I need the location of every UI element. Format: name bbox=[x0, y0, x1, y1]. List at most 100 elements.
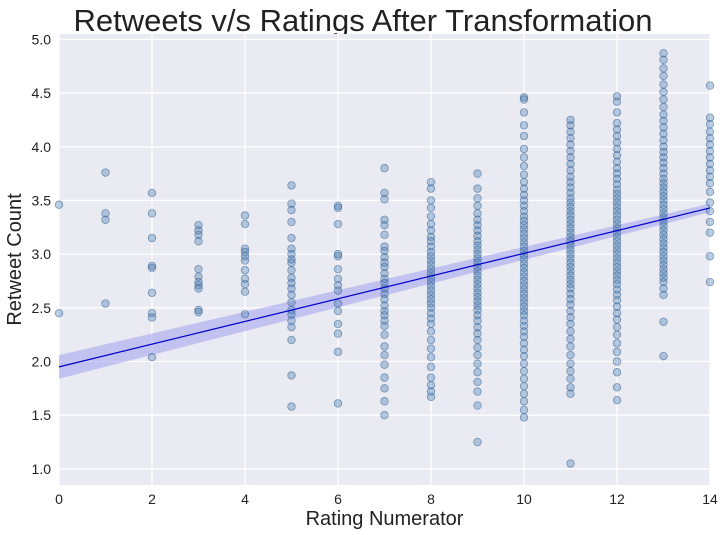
data-point bbox=[519, 382, 529, 391]
data-point bbox=[566, 374, 575, 383]
x-tick-label: 2 bbox=[148, 491, 156, 507]
data-point bbox=[194, 305, 203, 315]
data-point bbox=[380, 384, 389, 393]
y-tick-label: 4.5 bbox=[32, 85, 52, 101]
data-point bbox=[566, 327, 575, 336]
data-point bbox=[473, 267, 482, 276]
y-tick-label: 1.0 bbox=[32, 461, 52, 477]
y-tick-label: 1.5 bbox=[32, 407, 52, 423]
x-tick-label: 14 bbox=[702, 491, 718, 507]
data-point bbox=[659, 196, 668, 205]
data-point bbox=[473, 169, 482, 178]
data-point bbox=[705, 252, 715, 261]
data-point bbox=[473, 322, 482, 332]
data-point bbox=[519, 345, 529, 354]
data-point bbox=[473, 297, 482, 306]
data-point bbox=[333, 329, 343, 338]
data-point bbox=[659, 55, 668, 64]
data-point bbox=[380, 350, 389, 360]
data-point bbox=[566, 459, 575, 468]
data-point bbox=[147, 353, 157, 362]
data-point bbox=[473, 271, 482, 280]
x-tick-label: 8 bbox=[427, 491, 435, 507]
data-point bbox=[566, 159, 575, 169]
data-point bbox=[426, 177, 436, 187]
data-point bbox=[194, 281, 203, 290]
data-point bbox=[333, 319, 343, 329]
data-point bbox=[566, 254, 575, 263]
data-point bbox=[659, 273, 668, 282]
data-point bbox=[566, 153, 575, 162]
data-point bbox=[566, 300, 575, 309]
data-point bbox=[612, 308, 622, 318]
x-tick-label: 6 bbox=[334, 491, 342, 507]
data-point bbox=[566, 215, 575, 224]
data-point bbox=[566, 198, 575, 207]
data-point bbox=[519, 121, 529, 130]
data-point bbox=[101, 209, 110, 218]
data-point bbox=[519, 153, 529, 162]
data-point bbox=[240, 247, 250, 257]
data-point bbox=[659, 222, 668, 231]
data-point bbox=[566, 383, 575, 392]
data-point bbox=[473, 387, 482, 396]
data-point bbox=[705, 277, 715, 287]
data-point bbox=[519, 242, 529, 251]
y-tick-label: 4.0 bbox=[32, 139, 52, 155]
data-point bbox=[612, 125, 622, 134]
data-point bbox=[519, 108, 529, 117]
data-point bbox=[519, 238, 529, 247]
data-point bbox=[612, 237, 622, 246]
data-point bbox=[519, 306, 529, 316]
data-point bbox=[194, 237, 203, 246]
data-point bbox=[380, 195, 389, 204]
data-point bbox=[659, 87, 668, 97]
data-point bbox=[333, 201, 343, 211]
data-point bbox=[473, 359, 482, 368]
data-point bbox=[519, 93, 529, 102]
data-point bbox=[659, 80, 668, 89]
data-point bbox=[705, 172, 715, 182]
data-point bbox=[519, 229, 529, 238]
data-point bbox=[705, 179, 715, 188]
data-point bbox=[659, 174, 668, 184]
data-point bbox=[612, 262, 622, 272]
data-point bbox=[380, 188, 389, 198]
data-point bbox=[659, 256, 668, 265]
data-point bbox=[287, 205, 296, 215]
data-point bbox=[659, 49, 668, 58]
data-point bbox=[612, 383, 622, 392]
data-point bbox=[380, 373, 389, 382]
data-point bbox=[240, 266, 250, 275]
data-point bbox=[612, 202, 622, 212]
data-point bbox=[566, 245, 575, 255]
data-point bbox=[612, 211, 622, 220]
data-point bbox=[287, 233, 296, 243]
data-point bbox=[566, 206, 575, 216]
data-point bbox=[566, 342, 575, 351]
data-point bbox=[426, 295, 436, 304]
data-point bbox=[287, 199, 296, 208]
data-point bbox=[333, 299, 343, 308]
data-point bbox=[426, 264, 436, 274]
data-point bbox=[519, 351, 529, 361]
data-point bbox=[705, 146, 715, 156]
data-point bbox=[426, 319, 436, 329]
data-point bbox=[147, 313, 157, 322]
data-point bbox=[473, 292, 482, 302]
data-point bbox=[287, 258, 296, 267]
data-point bbox=[473, 279, 482, 289]
data-point bbox=[519, 259, 529, 268]
y-axis-label: Retweet Count bbox=[4, 193, 26, 326]
data-point bbox=[287, 266, 296, 275]
data-point bbox=[659, 204, 668, 214]
data-point bbox=[473, 368, 482, 377]
data-point bbox=[101, 215, 110, 224]
data-point bbox=[240, 279, 250, 289]
data-point bbox=[426, 290, 436, 300]
data-point bbox=[147, 263, 157, 273]
data-point bbox=[333, 252, 343, 261]
data-point bbox=[473, 401, 482, 410]
data-point bbox=[147, 288, 157, 297]
y-tick-label: 2.0 bbox=[32, 354, 52, 370]
